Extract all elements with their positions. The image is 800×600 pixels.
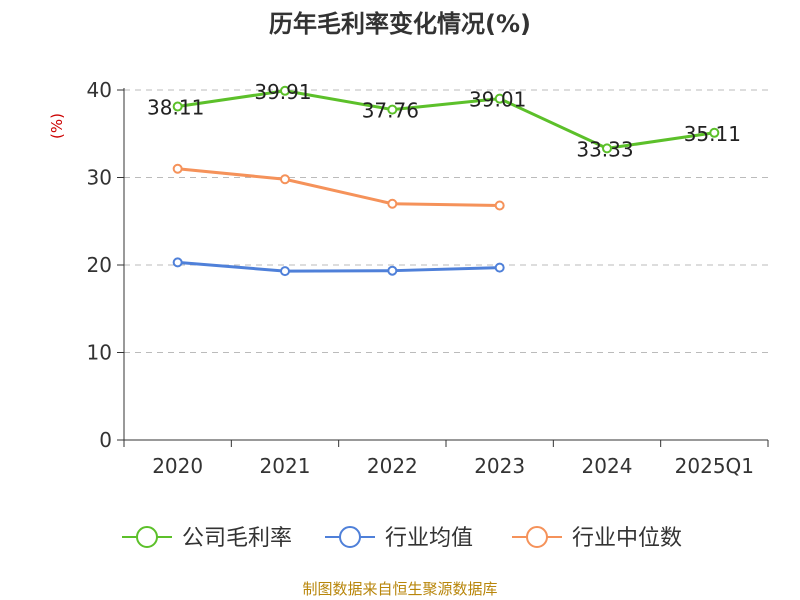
data-point [280,174,290,185]
data-point [494,262,505,273]
data-point [494,93,505,104]
legend-marker [136,526,158,548]
legend: 公司毛利率 行业均值 行业中位数 [122,526,682,551]
data-point [709,127,720,138]
axis-layer: 0 10 20 30 40 2020 2021 2022 2023 2024 2025Q1 [87,78,769,478]
legend-label: 行业中位数 [572,526,682,551]
data-point [280,85,290,96]
legend-item-0[interactable]: 公司毛利率 [122,526,292,551]
data-label-layer: 38.11 39.91 37.76 39.01 33.33 35.11 [147,80,741,162]
grid-layer [124,89,768,353]
data-point [602,143,612,154]
legend-marker [526,526,548,548]
legend-item-1[interactable]: 行业均值 [325,526,473,551]
data-point [387,104,398,115]
series-line-0 [177,89,715,150]
data-point [172,257,183,268]
data-label: 35.11 [684,122,741,146]
data-point [387,198,398,209]
data-label: 39.91 [254,80,311,104]
x-tick-label: 2023 [474,454,525,478]
legend-item-2[interactable]: 行业中位数 [512,526,682,551]
y-tick-label: 30 [87,166,112,190]
x-tick-label: 2021 [260,454,311,478]
legend-label: 公司毛利率 [182,526,292,551]
y-tick-label: 10 [87,341,112,365]
data-label: 39.01 [469,88,526,112]
chart-title: 历年毛利率变化情况(%) [269,10,531,38]
data-point [280,266,290,277]
data-label: 38.11 [147,96,204,120]
series-layer [172,85,720,277]
data-label: 33.33 [576,137,633,161]
x-tick-label: 2024 [582,454,633,478]
y-tick-label: 0 [99,428,112,452]
data-label: 37.76 [362,99,419,123]
x-tick-label: 2025Q1 [675,454,754,478]
legend-label: 行业均值 [385,526,473,551]
series-line-1 [177,260,500,273]
x-tick-label: 2022 [367,454,418,478]
y-tick-label: 20 [87,253,112,277]
data-point [494,200,505,211]
legend-marker [339,526,361,548]
footer-source: 制图数据来自恒生聚源数据库 [302,580,498,598]
data-point [172,101,183,112]
series-line-2 [177,167,500,207]
x-tick-label: 2020 [152,454,203,478]
data-point [172,163,183,174]
data-point [387,265,398,276]
y-tick-label: 40 [87,78,112,102]
y-axis-unit: (%) [48,113,66,139]
